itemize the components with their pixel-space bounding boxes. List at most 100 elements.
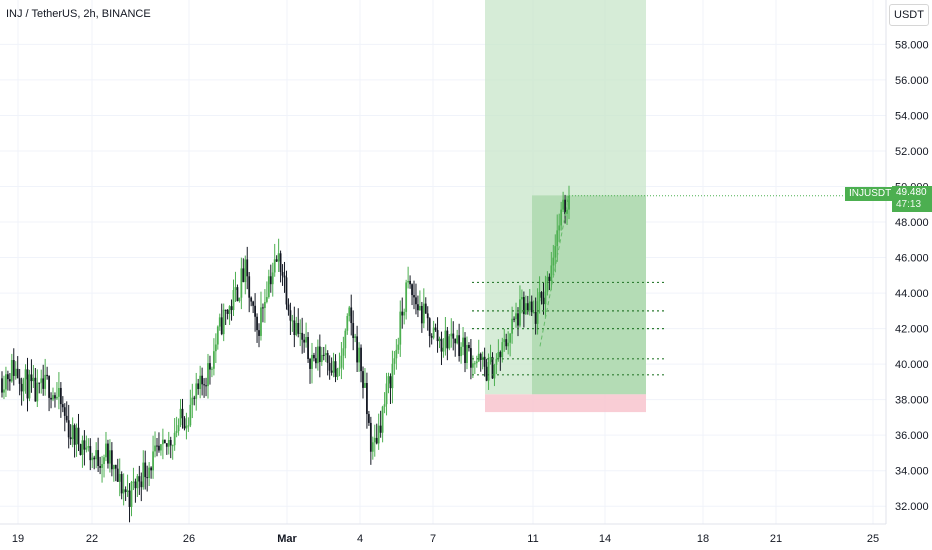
candle-body — [3, 389, 5, 393]
candle-body — [69, 437, 72, 440]
candle-body — [348, 307, 351, 317]
candle-body — [289, 310, 292, 321]
candle-body — [356, 336, 359, 363]
candle-body — [197, 383, 200, 390]
candle-body — [519, 299, 521, 326]
candle-body — [38, 382, 41, 384]
candle-body — [299, 332, 302, 334]
time-tick-label: 26 — [183, 533, 195, 545]
price-axis[interactable]: 32.000 34.000 36.000 38.000 40.000 42.000 44.0… — [895, 39, 929, 513]
candle-body — [234, 287, 237, 291]
candle-body — [428, 318, 431, 337]
candle-body — [134, 481, 137, 489]
candle-body — [411, 284, 413, 296]
candle-body — [303, 339, 306, 343]
candle-body — [399, 311, 402, 345]
candle-body — [350, 307, 353, 324]
filled-profit-zone — [532, 195, 646, 395]
candle-body — [95, 450, 98, 460]
candle-body — [28, 374, 31, 399]
time-tick-label: 21 — [770, 533, 782, 545]
candle-body — [464, 337, 466, 364]
candle-body — [226, 310, 229, 314]
time-axis[interactable]: 19 22 26 Mar 4 7 11 14 18 21 25 — [12, 533, 879, 545]
candle-body — [56, 396, 58, 399]
candle-body — [212, 351, 215, 369]
time-tick-label: 4 — [357, 533, 363, 545]
candle-body — [120, 474, 123, 494]
candle-body — [201, 375, 204, 385]
candle-body — [489, 356, 492, 362]
candle-body — [528, 301, 531, 311]
candle-body — [316, 346, 319, 364]
candle-body — [252, 301, 255, 306]
candle-body — [93, 457, 96, 460]
candle-body — [458, 335, 461, 357]
candle-body — [281, 271, 284, 276]
candle-body — [154, 445, 156, 452]
candle-body — [116, 468, 119, 482]
candle-body — [446, 330, 449, 349]
candle-body — [199, 375, 202, 390]
price-tick-label: 46.000 — [895, 253, 929, 265]
candle-body — [30, 374, 33, 382]
candle-body — [407, 280, 410, 283]
time-tick-label: Mar — [277, 533, 297, 545]
drawing-overlay — [472, 195, 886, 376]
candle-body — [36, 382, 39, 402]
candle-body — [1, 378, 3, 393]
candle-body — [554, 246, 557, 258]
candle-body — [193, 397, 196, 399]
candle-body — [144, 462, 147, 478]
candle-body — [544, 291, 547, 305]
candle-body — [26, 369, 29, 399]
currency-button[interactable]: USDT — [889, 4, 929, 26]
candle-body — [83, 440, 86, 450]
candle-body — [189, 404, 192, 426]
candle-body — [452, 333, 455, 339]
candle-body — [468, 344, 470, 349]
candle-body — [491, 356, 494, 379]
last-price-value: 49.480 — [896, 187, 927, 198]
candle-body — [110, 450, 113, 470]
candle-body — [14, 368, 17, 376]
candle-body — [515, 313, 517, 320]
candle-body — [214, 344, 217, 352]
candle-body — [54, 395, 56, 399]
candle-body — [65, 415, 68, 421]
candle-body — [146, 477, 149, 479]
candle-body — [450, 333, 453, 337]
candle-body — [477, 353, 480, 362]
candle-body — [524, 303, 527, 315]
candle-body — [230, 306, 233, 311]
candle-body — [426, 313, 429, 319]
candle-body — [362, 371, 364, 388]
candle-body — [205, 385, 207, 387]
candle-body — [354, 336, 357, 339]
candle-body — [395, 349, 398, 359]
candle-body — [265, 297, 268, 302]
candle-body — [109, 450, 111, 464]
candle-body — [521, 297, 523, 300]
candle-body — [173, 432, 176, 446]
candle-body — [171, 445, 174, 447]
candle-body — [540, 292, 543, 298]
candle-body — [397, 344, 400, 350]
candle-body — [424, 303, 427, 314]
candle-body — [293, 320, 296, 335]
candle-body — [507, 342, 510, 347]
candle-body — [418, 305, 421, 311]
candle-body — [364, 382, 366, 388]
candle-body — [409, 280, 411, 285]
candle-body — [42, 378, 45, 389]
candle-body — [130, 482, 133, 507]
price-tick-label: 40.000 — [895, 359, 929, 371]
candle-body — [138, 476, 141, 482]
candle-body — [532, 312, 535, 314]
candle-body — [485, 366, 488, 381]
candle-body — [415, 297, 417, 305]
candle-body — [440, 338, 443, 352]
candle-body — [311, 354, 313, 369]
candle-body — [391, 363, 394, 389]
